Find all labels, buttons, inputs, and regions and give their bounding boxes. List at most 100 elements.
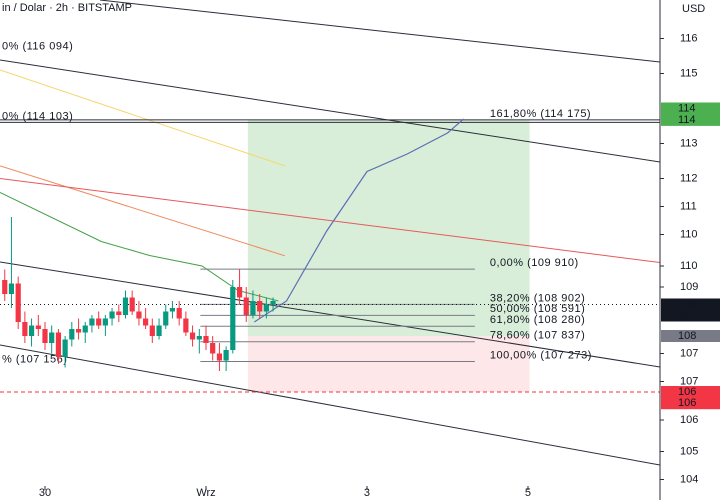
price-marker-label: 108 (678, 330, 696, 342)
price-marker-label: 109 (678, 298, 696, 310)
price-marker (661, 298, 720, 311)
candle-body (236, 287, 243, 298)
candle-body (143, 318, 149, 326)
channel-line (99, 0, 660, 63)
candle-body (163, 311, 169, 326)
price-marker-label: 106 (678, 397, 696, 409)
loss-zone (247, 336, 530, 392)
candle-body (156, 325, 162, 336)
channel-line (0, 59, 660, 163)
candle-body (82, 325, 88, 333)
countdown: 01:3 (678, 310, 699, 322)
candle-body (196, 336, 202, 340)
candle-body (75, 329, 82, 333)
candle-body (216, 353, 223, 361)
y-tick-label: 105 (680, 445, 698, 457)
candle-body (122, 297, 129, 315)
candle-body (183, 318, 189, 333)
candle-body (69, 329, 75, 340)
position-zones (247, 119, 530, 392)
candle-body (89, 318, 95, 326)
x-tick-label: 3 (364, 487, 370, 499)
y-tick-label: 109 (680, 281, 698, 293)
candle-body (109, 311, 115, 319)
level-label: 0% (116 094) (2, 41, 73, 53)
candle-body (42, 329, 48, 343)
channels (0, 0, 660, 466)
y-tick-label: 106 (680, 414, 698, 426)
price-marker-label: 114 (678, 102, 696, 114)
moving-average (0, 69, 286, 167)
candle-body (49, 332, 55, 343)
y-tick-label: 113 (680, 137, 698, 149)
x-tick-label: 5 (525, 487, 531, 499)
candle-body (210, 343, 216, 354)
price-marker (661, 113, 720, 126)
candle-body (270, 301, 276, 305)
y-tick-label: 110 (680, 228, 698, 240)
y-tick-label: 115 (680, 67, 698, 79)
moving-average (0, 178, 660, 263)
candle-body (136, 311, 142, 319)
price-marker-label: 106 (678, 386, 696, 398)
candle-body (15, 283, 21, 322)
level-label: 0% (114 103) (2, 110, 73, 122)
candle-body (28, 325, 35, 336)
moving-average (0, 165, 286, 257)
candle-body (169, 308, 176, 312)
candle-body (2, 280, 8, 294)
countdown-box (661, 310, 720, 322)
candle-body (250, 301, 256, 315)
fib-label: 100,00% (107 273) (490, 349, 592, 361)
candle-body (243, 297, 249, 315)
moving-average (0, 192, 279, 302)
y-tick-label: 104 (680, 473, 698, 485)
y-tick-label: 111 (680, 200, 697, 212)
price-marker (661, 397, 720, 410)
price-marker (661, 330, 720, 342)
candle-body (8, 283, 15, 294)
candle-body (257, 301, 263, 312)
plot-area: 0,00% (109 910) 38,20% (108 902)50,00% (1… (0, 0, 660, 466)
price-marker (661, 102, 720, 115)
fib-label: 50,00% (108 591) (490, 303, 585, 315)
level-label: 161,80% (114 175) (490, 108, 591, 120)
candle-body (176, 308, 182, 319)
y-tick-label: 116 (680, 32, 698, 44)
chart-title: in / Dolar · 2h · BITSTAMP (2, 2, 132, 14)
candle-body (96, 318, 102, 326)
fib-label: 0,00% (109 910) (490, 257, 579, 269)
price-marker-label: 114 (678, 114, 696, 126)
candle-body (263, 304, 269, 312)
candle-body (22, 322, 28, 336)
candle-body (62, 339, 68, 357)
candle-body (55, 332, 62, 357)
channel-line (0, 344, 660, 466)
candle-body (102, 318, 108, 326)
candle-body (230, 287, 236, 350)
fib-label: 38,20% (108 902) (490, 292, 585, 304)
x-tick-label: 30 (39, 487, 51, 499)
candle-body (149, 325, 155, 336)
level-label: % (107 156) (2, 353, 67, 365)
candle-body (223, 350, 229, 361)
channel-line (0, 261, 660, 368)
projection-line (253, 118, 464, 323)
x-tick-label: Wrz (196, 487, 215, 499)
layers: 0,00% (109 910) 38,20% (108 902)50,00% (1… (0, 41, 660, 393)
candle-body (116, 311, 122, 315)
candle-body (129, 297, 135, 312)
candle-body (203, 336, 209, 343)
fib-label: 78,60% (107 837) (490, 330, 585, 342)
fib-label: 61,80% (108 280) (490, 314, 585, 326)
axis-unit: USD (682, 3, 705, 15)
price-marker (661, 386, 720, 398)
y-tick-label: 112 (680, 172, 698, 184)
y-tick-label: 107 (680, 347, 698, 359)
price-axis: 1161151131121111101101091071071061051041… (660, 32, 720, 485)
candle-body (189, 332, 196, 340)
y-tick-label: 110 (680, 260, 698, 272)
y-tick-label: 107 (680, 375, 698, 387)
candle-body (35, 325, 41, 329)
